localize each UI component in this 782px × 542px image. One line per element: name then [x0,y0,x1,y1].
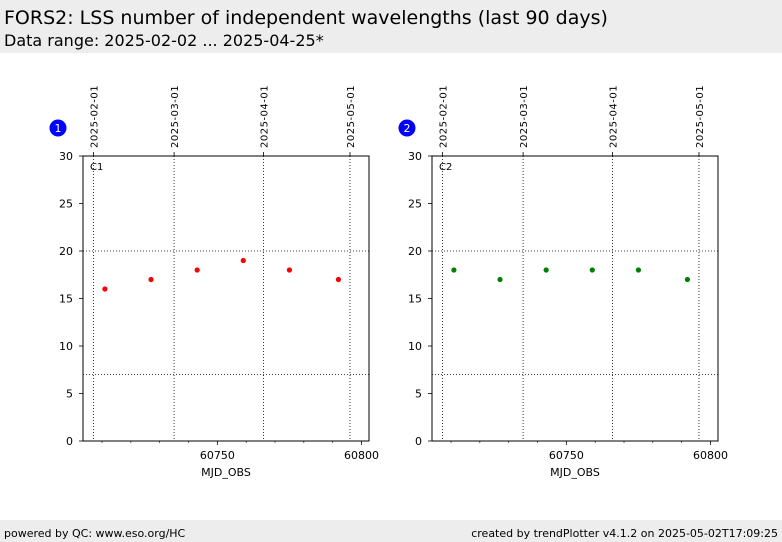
y-tick-label: 5 [415,388,422,401]
panel-badge-label: 1 [55,122,62,135]
panel-badge [49,119,67,137]
panel-badge-label: 2 [404,122,411,135]
powered-by-text: powered by QC: www.eso.org/HC [4,527,186,540]
y-tick-label: 0 [415,435,422,448]
y-tick-label: 20 [408,245,422,258]
data-point [240,257,246,264]
data-point [684,276,691,283]
y-tick-label: 20 [59,245,73,258]
date-tick-label: 2025-03-01 [519,85,530,148]
date-tick-label: 2025-04-01 [608,85,619,148]
page-header: FORS2: LSS number of independent wavelen… [0,0,782,53]
data-range-subtitle: Data range: 2025-02-02 ... 2025-04-25* [4,31,324,50]
x-axis-label: MJD_OBS [550,466,600,479]
data-point [286,267,293,273]
plot-frame [431,155,719,442]
y-tick-label: 25 [408,198,422,211]
data-point [589,267,595,273]
page-title: FORS2: LSS number of independent wavelen… [4,7,608,29]
data-point [497,276,503,283]
y-tick-label: 0 [66,435,73,448]
date-tick-label: 2025-03-01 [170,85,181,148]
data-point [102,286,108,292]
y-tick-label: 10 [59,340,73,353]
date-tick-label: 2025-05-01 [695,85,706,148]
date-tick-label: 2025-05-01 [346,85,357,148]
data-point [148,276,154,283]
y-tick-label: 30 [59,150,73,163]
plot-frame [82,155,370,442]
data-point [543,267,549,273]
y-tick-label: 15 [59,293,73,306]
x-tick-label: 60750 [200,449,235,462]
x-tick-label: 60800 [693,449,728,462]
date-tick-label: 2025-04-01 [259,85,270,148]
y-tick-label: 30 [408,150,422,163]
panel-badge [398,119,416,137]
x-tick-label: 60800 [344,449,379,462]
x-tick-label: 60750 [549,449,584,462]
data-point [635,267,642,273]
y-tick-label: 5 [66,388,73,401]
created-by-text: created by trendPlotter v4.1.2 on 2025-0… [471,527,778,540]
data-point [451,267,457,273]
date-tick-label: 2025-02-01 [438,85,449,148]
panel-label: C2 [439,162,452,173]
date-tick-label: 2025-02-01 [89,85,100,148]
y-tick-label: 15 [408,293,422,306]
page-footer: powered by QC: www.eso.org/HC created by… [0,520,782,542]
panel-label: C1 [90,162,103,173]
x-axis-label: MJD_OBS [201,466,251,479]
data-point [335,276,342,283]
data-point [194,267,200,273]
y-tick-label: 25 [59,198,73,211]
y-tick-label: 10 [408,340,422,353]
